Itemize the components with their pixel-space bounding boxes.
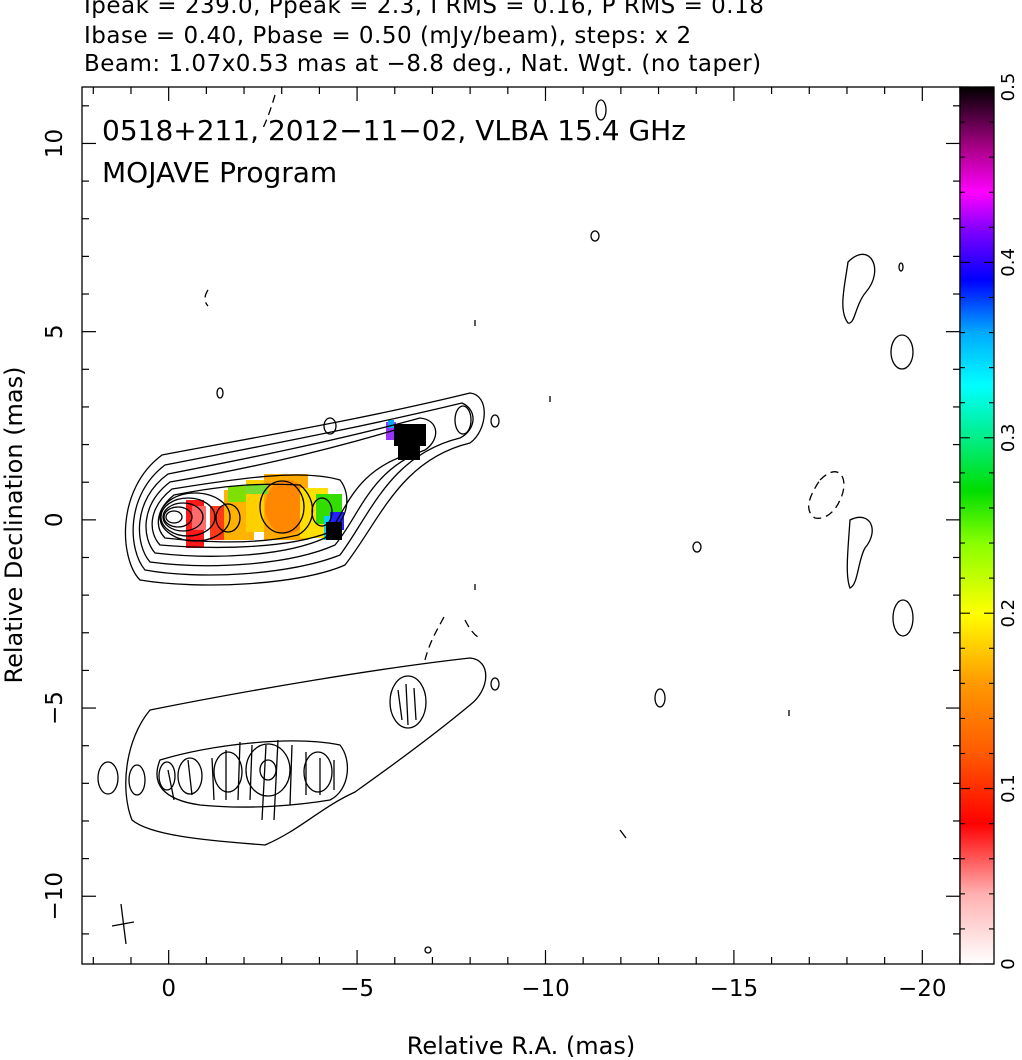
colorbar-tick-labels: 0 0.1 0.2 0.3 0.4 0.5	[998, 73, 1019, 970]
x-tick-label: 0	[161, 976, 176, 1002]
plot-title-line-1: 0518+211, 2012−11−02, VLBA 15.4 GHz	[102, 114, 686, 147]
evpa-sticks	[167, 683, 417, 821]
colorbar-tick-label: 0.5	[998, 73, 1019, 102]
stokes-i-contours	[124, 99, 914, 954]
header-line-3: Beam: 1.07x0.53 mas at −8.8 deg., Nat. W…	[84, 51, 762, 77]
x-tick-label: −5	[340, 976, 374, 1002]
y-axis-title: Relative Declination (mas)	[0, 366, 28, 683]
colorbar-tick-label: 0.1	[998, 774, 1019, 803]
y-tick-label: −10	[42, 872, 68, 921]
colorbar-tick-label: 0.2	[998, 599, 1019, 628]
map-content	[97, 94, 914, 954]
y-tick-label: 10	[42, 129, 68, 158]
polarized-contours	[97, 657, 487, 846]
x-tick-label: −15	[710, 976, 759, 1002]
x-tick-labels: 0 −5 −10 −15 −20	[161, 976, 946, 1002]
y-tick-labels: −10 −5 0 5 10	[42, 129, 68, 921]
axis-ticks	[82, 87, 961, 964]
colorbar-tick-label: 0.4	[998, 248, 1019, 277]
x-axis-title: Relative R.A. (mas)	[407, 1032, 635, 1060]
colorbar-tick-label: 0.3	[998, 423, 1019, 452]
colorbar	[959, 86, 995, 965]
beam-cross	[111, 903, 135, 945]
y-tick-label: 0	[42, 513, 68, 528]
colorbar-ticks	[960, 86, 994, 965]
x-tick-label: −10	[521, 976, 570, 1002]
header-line-1: Ipeak = 239.0, Ppeak = 2.3, I RMS = 0.16…	[84, 0, 765, 19]
x-tick-label: −20	[898, 976, 947, 1002]
y-tick-label: −5	[42, 691, 68, 725]
plot-title-line-2: MOJAVE Program	[102, 156, 337, 189]
header-line-2: Ibase = 0.40, Pbase = 0.50 (mJy/beam), s…	[84, 23, 692, 49]
negative-contours	[204, 94, 845, 661]
colorbar-tick-label: 0	[998, 958, 1019, 969]
y-tick-label: 5	[42, 324, 68, 339]
